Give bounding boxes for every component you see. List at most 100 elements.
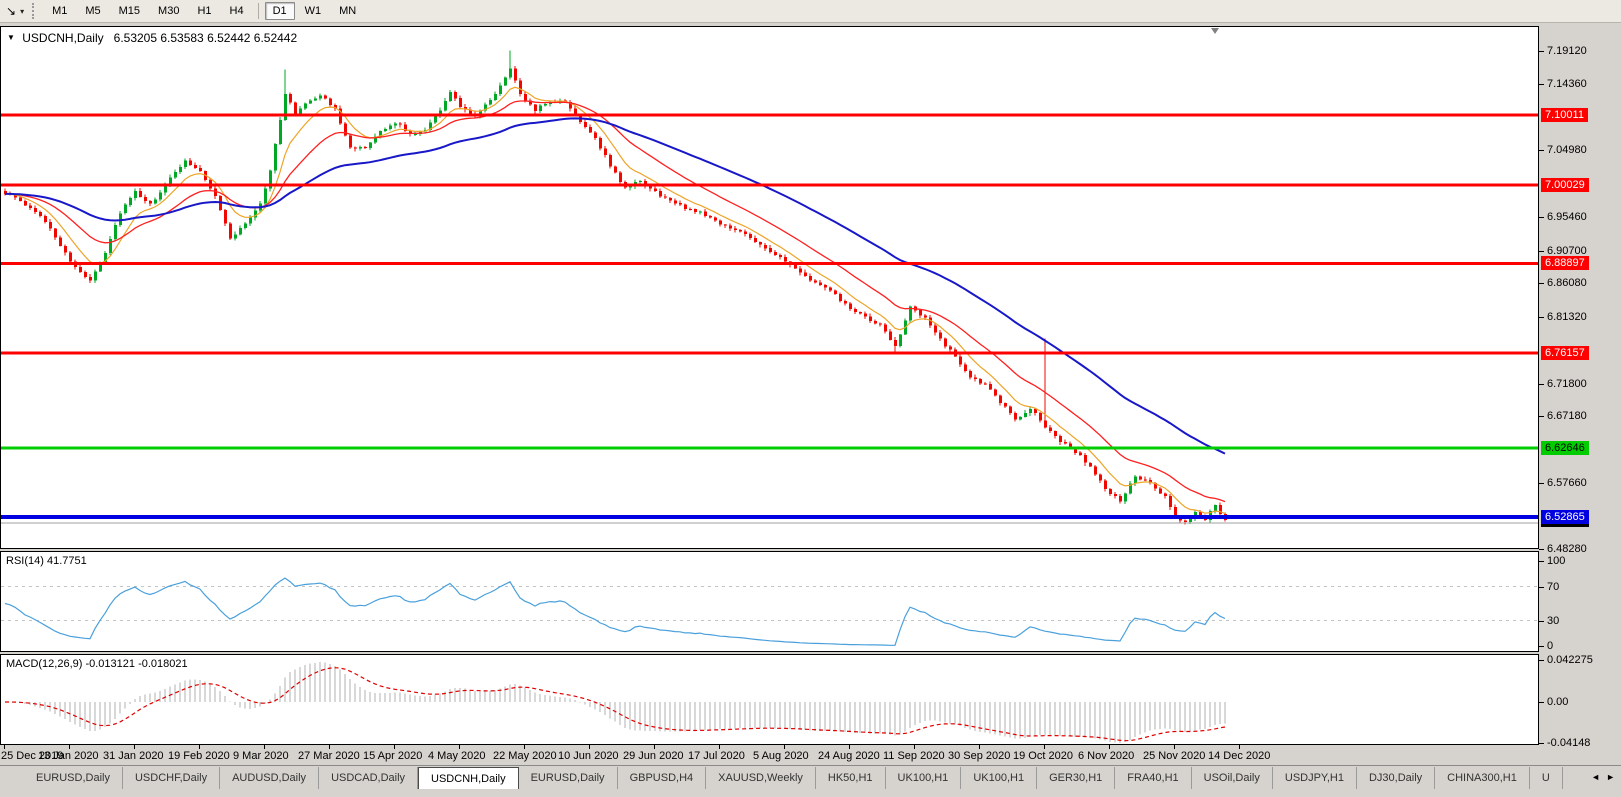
level-price-badge: 6.62646: [1541, 441, 1589, 455]
time-axis-label: 27 Mar 2020: [298, 750, 360, 762]
timeframe-button-h4[interactable]: H4: [229, 5, 244, 17]
chart-tab-usdchf-daily[interactable]: USDCHF,Daily: [123, 767, 221, 789]
price-axis-tick: [1539, 150, 1544, 151]
cursor-tool-icon: ↘: [6, 4, 17, 18]
chart-tab-china300-h1[interactable]: CHINA300,H1: [1435, 767, 1530, 789]
chart-tab-usoil-daily[interactable]: USOil,Daily: [1192, 767, 1273, 789]
time-axis-tick: [654, 745, 655, 749]
rsi-chart[interactable]: [1, 552, 1538, 651]
time-axis-tick: [719, 745, 720, 749]
level-price-badge: 6.76157: [1541, 346, 1589, 360]
timeframe-button-d1[interactable]: D1: [264, 2, 295, 20]
time-axis-tick: [394, 745, 395, 749]
chart-tab-xauusd-weekly[interactable]: XAUUSD,Weekly: [706, 767, 816, 789]
time-axis-tick: [979, 745, 980, 749]
price-axis-tick-label: 6.67180: [1547, 410, 1587, 422]
price-axis-tick: [1539, 283, 1544, 284]
time-axis-tick: [199, 745, 200, 749]
time-axis-tick: [459, 745, 460, 749]
macd-indicator-pane[interactable]: MACD(12,26,9) -0.013121 -0.018021: [0, 654, 1539, 745]
time-axis-label: 9 Mar 2020: [233, 750, 289, 762]
timeframe-button-mn[interactable]: MN: [339, 5, 357, 17]
time-axis-tick: [784, 745, 785, 749]
time-axis-label: 19 Oct 2020: [1013, 750, 1073, 762]
rsi-indicator-pane[interactable]: RSI(14) 41.7751: [0, 551, 1539, 652]
timeframe-button-h1[interactable]: H1: [197, 5, 212, 17]
time-axis-label: 17 Jul 2020: [688, 750, 745, 762]
price-axis-tick-label: 6.90700: [1547, 245, 1587, 257]
macd-axis-tick: [1539, 660, 1544, 661]
time-axis-tick: [589, 745, 590, 749]
timeframe-button-w1[interactable]: W1: [304, 5, 322, 17]
time-axis-tick: [1239, 745, 1240, 749]
price-axis-tick: [1539, 483, 1544, 484]
tab-scroll-right-icon[interactable]: ►: [1606, 772, 1615, 782]
time-axis-label: 13 Jan 2020: [38, 750, 99, 762]
price-chart-pane[interactable]: ▼ USDCNH,Daily 6.53205 6.53583 6.52442 6…: [0, 26, 1539, 549]
time-axis-tick: [1174, 745, 1175, 749]
time-axis-label: 30 Sep 2020: [948, 750, 1011, 762]
macd-label: MACD(12,26,9) -0.013121 -0.018021: [6, 658, 188, 670]
cursor-tool-button[interactable]: ↘ ▾: [2, 4, 28, 18]
chart-tab-dj30-daily[interactable]: DJ30,Daily: [1357, 767, 1436, 789]
price-axis-tick: [1539, 416, 1544, 417]
level-price-badge: 7.00029: [1541, 178, 1589, 192]
level-price-badge: 6.52865: [1541, 510, 1589, 524]
time-axis-tick: [69, 745, 70, 749]
rsi-axis-label: 30: [1547, 615, 1560, 627]
chart-shift-marker[interactable]: [1211, 28, 1219, 34]
price-axis-tick: [1539, 217, 1544, 218]
time-axis-label: 11 Sep 2020: [883, 750, 945, 762]
time-axis-tick: [849, 745, 850, 749]
chart-tab-usdcad-daily[interactable]: USDCAD,Daily: [319, 767, 419, 789]
chart-tab-usdcnh-daily[interactable]: USDCNH,Daily: [418, 767, 519, 789]
timeframe-button-m15[interactable]: M15: [118, 5, 141, 17]
time-axis-tick: [134, 745, 135, 749]
chart-tab-eurusd-daily[interactable]: EURUSD,Daily: [24, 767, 123, 789]
price-axis-tick-label: 6.86080: [1547, 277, 1587, 289]
time-axis-label: 10 Jun 2020: [558, 750, 619, 762]
price-axis-tick-label: 6.71800: [1547, 378, 1587, 390]
rsi-axis-tick: [1539, 621, 1544, 622]
tab-scroll-left-icon[interactable]: ◄: [1591, 772, 1601, 782]
rsi-label: RSI(14) 41.7751: [6, 555, 87, 567]
macd-chart[interactable]: [1, 655, 1538, 744]
chart-ohlc-values: 6.53205 6.53583 6.52442 6.52442: [113, 31, 298, 45]
rsi-axis-label: 0: [1547, 640, 1554, 652]
chart-title: ▼ USDCNH,Daily 6.53205 6.53583 6.52442 6…: [7, 31, 297, 45]
rsi-axis-tick: [1539, 646, 1544, 647]
price-axis-tick-label: 7.14360: [1547, 78, 1587, 90]
chart-tab-fra40-h1[interactable]: FRA40,H1: [1115, 767, 1192, 789]
macd-axis-label: 0.042275: [1547, 654, 1593, 666]
rsi-axis-tick: [1539, 587, 1544, 588]
chart-tab-u[interactable]: U: [1530, 767, 1563, 789]
candlestick-chart[interactable]: [1, 27, 1538, 548]
price-axis-tick: [1539, 549, 1544, 550]
toolbar-grip[interactable]: [32, 3, 37, 19]
price-axis-tick: [1539, 384, 1544, 385]
price-axis-tick-label: 6.95460: [1547, 211, 1587, 223]
chart-tab-usdjpy-h1[interactable]: USDJPY,H1: [1273, 767, 1357, 789]
chart-tab-eurusd-daily[interactable]: EURUSD,Daily: [519, 767, 618, 789]
rsi-axis-label: 100: [1547, 555, 1566, 567]
time-axis-label: 24 Aug 2020: [818, 750, 880, 762]
price-axis-tick: [1539, 51, 1544, 52]
chart-tab-hk50-h1[interactable]: HK50,H1: [816, 767, 886, 789]
chart-tab-ger30-h1[interactable]: GER30,H1: [1037, 767, 1116, 789]
timeframe-button-m30[interactable]: M30: [158, 5, 180, 17]
macd-axis-label: -0.04148: [1547, 737, 1591, 749]
chart-tab-uk100-h1[interactable]: UK100,H1: [961, 767, 1038, 789]
timeframe-button-m1[interactable]: M1: [52, 5, 68, 17]
chart-tab-gbpusd-h4[interactable]: GBPUSD,H4: [618, 767, 707, 789]
price-axis[interactable]: 7.19120 7.14360 7.04980 6.95460 6.90700 6.860…: [1539, 0, 1621, 797]
chart-tab-uk100-h1[interactable]: UK100,H1: [886, 767, 962, 789]
chart-tab-bar: EURUSD,Daily USDCHF,Daily AUDUSD,Daily USDC…: [0, 767, 1621, 789]
price-axis-tick: [1539, 317, 1544, 318]
macd-axis-label: 0.00: [1547, 696, 1569, 708]
top-toolbar: ↘ ▾ M1 M5 M15 M30 H1 H4 D1 W1 MN: [0, 0, 1621, 23]
time-axis[interactable]: 25 Dec 2019 13 Jan 2020 31 Jan 2020 19 Feb …: [0, 745, 1539, 765]
timeframe-button-m5[interactable]: M5: [85, 5, 101, 17]
chart-tab-audusd-daily[interactable]: AUDUSD,Daily: [220, 767, 320, 789]
time-axis-label: 19 Feb 2020: [168, 750, 230, 762]
time-axis-label: 6 Nov 2020: [1078, 750, 1135, 762]
